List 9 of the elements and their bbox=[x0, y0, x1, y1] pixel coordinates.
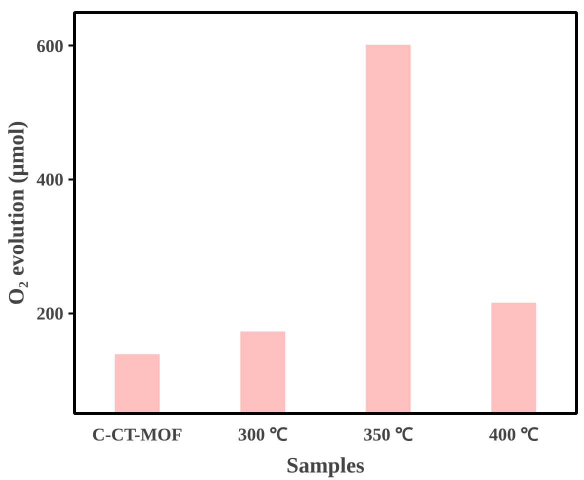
x-tick-label: 400 ℃ bbox=[489, 424, 538, 444]
y-tick-label: 200 bbox=[36, 303, 64, 324]
x-tick-label: C-CT-MOF bbox=[92, 424, 182, 444]
y-tick-label: 600 bbox=[36, 36, 64, 56]
y-tick-label: 400 bbox=[36, 170, 64, 190]
x-tick-label: 300 ℃ bbox=[238, 424, 288, 444]
y-axis-title: O₂ evolution (μmol) bbox=[4, 120, 28, 306]
x-axis-title: Samples bbox=[286, 452, 366, 478]
x-tick-label: 350 ℃ bbox=[364, 424, 413, 444]
